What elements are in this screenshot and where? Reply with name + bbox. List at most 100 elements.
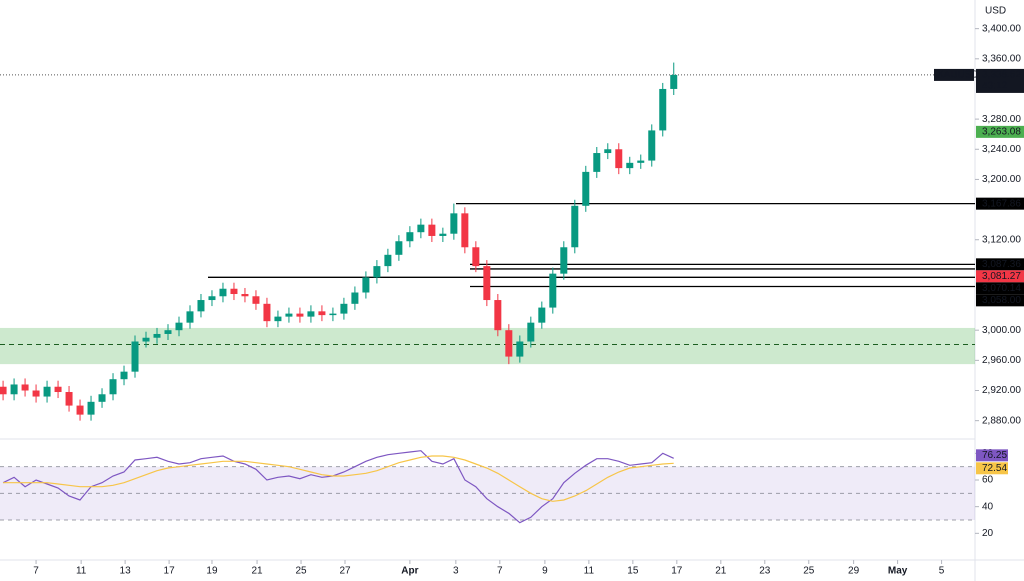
candle-body [241,294,249,297]
candle-body [329,313,337,316]
candle-body [219,288,227,297]
level-label: 3,167.86 [982,198,1021,209]
x-tick-label: 7 [497,566,503,577]
candle-body [417,224,425,233]
x-tick-label: 11 [584,566,595,577]
y-tick-label: 3,120.00 [982,234,1021,245]
rsi-value-bg [976,449,1008,462]
level-label: 3,081.27 [982,271,1021,282]
x-tick-label: 19 [206,566,218,577]
x-tick-label: 11 [76,566,87,577]
currency-label: USD [985,6,1006,17]
level-label: 3,058.00 [982,295,1021,306]
candle-body [384,254,392,267]
y-tick-label: 3,000.00 [982,325,1021,336]
x-tick-label: 17 [671,566,683,577]
zone [0,327,975,365]
candle-body [549,273,557,308]
candle-body [340,303,348,314]
rsi-line [3,455,674,502]
candle-body [351,292,359,304]
y-tick-label: 2,960.00 [982,355,1021,366]
candle-body [461,213,469,248]
candle-body [186,311,194,323]
candle-body [274,316,282,322]
level-label-bg [976,270,1024,283]
y-tick-label: 3,400.00 [982,23,1021,34]
candle-body [230,288,238,295]
symbol-label: XAUUSD [937,70,979,81]
rsi-value-bg [976,462,1008,475]
x-tick-label: 7 [33,566,39,577]
y-tick-label: 2,880.00 [982,415,1021,426]
candle-body [263,303,271,322]
x-tick-label: 3 [453,566,459,577]
x-tick-label: 13 [120,566,132,577]
candle-body [593,153,601,172]
candle-body [659,88,667,131]
candle-body [21,384,29,391]
candle-body [76,405,84,415]
x-tick-label: 21 [251,566,263,577]
candle-body [505,330,513,357]
x-tick-label: 27 [339,566,351,577]
stop-label: 3,263.08 [982,127,1021,138]
candle-body [208,296,216,301]
candle-body [98,394,106,402]
candle-body [252,296,260,304]
y-tick-label: 3,280.00 [982,114,1021,125]
last-price-bg [976,68,1024,93]
stop-label-bg [976,125,1024,138]
level-label-bg [976,258,1024,271]
candle-body [615,149,623,169]
candle-body [296,313,304,317]
rsi-value-label: 76.25 [982,450,1007,461]
candle-body [472,247,480,267]
candle-body [175,322,183,331]
y-tick-label: 3,360.00 [982,53,1021,64]
y-tick-label: 2,920.00 [982,385,1021,396]
candle-body [197,300,205,312]
candle-body [582,171,590,206]
candle-body [142,337,150,342]
candle-body [406,232,414,242]
candle-body [32,390,40,397]
level-label: 3,070.14 [982,283,1021,294]
candle-body [670,74,678,89]
candle-body [516,341,524,357]
candle-body [120,371,128,380]
x-tick-label: 17 [164,566,176,577]
y-tick-label: 3,240.00 [982,144,1021,155]
x-tick-label: 25 [295,566,307,577]
candle-body [285,313,293,317]
symbol-bg [934,68,974,81]
candle-body [439,233,447,236]
x-tick-label: 25 [803,566,815,577]
candle-body [560,247,568,274]
x-tick-label: 9 [542,566,548,577]
candle-body [307,311,315,317]
level-label-bg [976,197,1024,210]
x-tick-label: 29 [848,566,860,577]
level-label-bg [976,282,1024,295]
candle-body [637,160,645,163]
candle-body [538,307,546,323]
x-tick-label: 21 [715,566,727,577]
level-label-bg [976,294,1024,307]
candle-body [10,384,18,395]
rsi-y-tick-label: 40 [982,501,994,512]
candle-body [109,379,117,395]
candle-body [164,330,172,334]
rsi-y-tick-label: 60 [982,475,994,486]
x-tick-label: 15 [627,566,639,577]
candle-body [318,311,326,316]
candle-body [153,333,161,338]
candle-body [131,341,139,372]
candle-body [0,386,7,395]
countdown: 43:12 [982,81,1007,92]
y-tick-label: 3,200.00 [982,174,1021,185]
candle-body [604,149,612,154]
x-tick-label: 23 [759,566,771,577]
